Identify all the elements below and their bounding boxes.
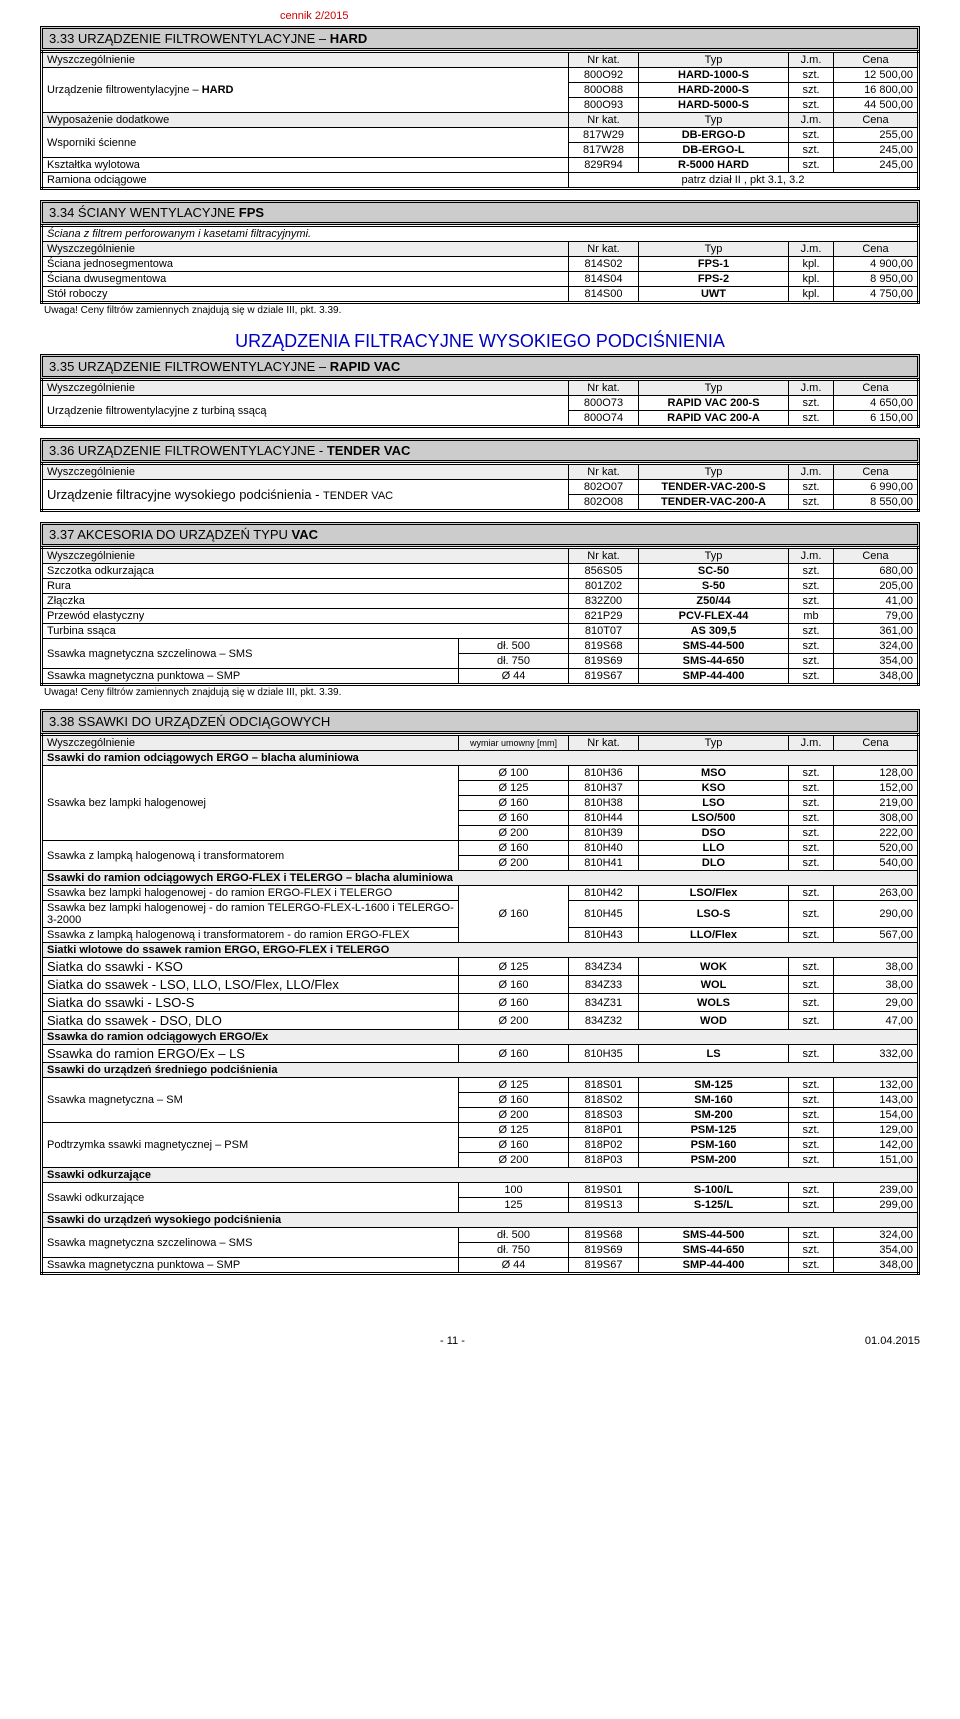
table-334: Ściana z filtrem perforowanym i kasetami… xyxy=(40,224,920,304)
section-333: 3.33 URZĄDZENIE FILTROWENTYLACYJNE – HAR… xyxy=(40,26,920,190)
col-wysz: Wyszczególnienie xyxy=(42,52,569,68)
col-jm: J.m. xyxy=(789,52,834,68)
section-334: 3.34 ŚCIANY WENTYLACYJNE FPS Ściana z fi… xyxy=(40,200,920,317)
page-footer: - 11 - 01.04.2015 xyxy=(0,1315,960,1357)
section-335: 3.35 URZĄDZENIE FILTROWENTYLACYJNE – RAP… xyxy=(40,354,920,428)
col-nrkat: Nr kat. xyxy=(569,52,639,68)
big-title: URZĄDZENIA FILTRACYJNE WYSOKIEGO PODCIŚN… xyxy=(40,327,920,354)
row-desc: Urządzenie filtrowentylacyjne – HARD xyxy=(42,68,569,113)
table-333: Wyszczególnienie Nr kat. Typ J.m. Cena U… xyxy=(40,50,920,190)
footnote-334: Uwaga! Ceny filtrów zamiennych znajdują … xyxy=(40,304,920,317)
top-label: cennik 2/2015 xyxy=(280,10,920,22)
sec-333-title: 3.33 URZĄDZENIE FILTROWENTYLACYJNE – HAR… xyxy=(40,26,920,51)
col-cena: Cena xyxy=(834,52,919,68)
sec-333-title-pre: 3.33 URZĄDZENIE FILTROWENTYLACYJNE – xyxy=(49,31,330,46)
sec-333-title-bold: HARD xyxy=(330,31,368,46)
col-wyposaz: Wyposażenie dodatkowe xyxy=(42,113,569,128)
sec-334-title: 3.34 ŚCIANY WENTYLACYJNE FPS xyxy=(40,200,920,225)
section-336: 3.36 URZĄDZENIE FILTROWENTYLACYJNE - TEN… xyxy=(40,438,920,512)
section-338: 3.38 SSAWKI DO URZĄDZEŃ ODCIĄGOWYCH Wysz… xyxy=(40,709,920,1275)
page-number: - 11 - xyxy=(440,1335,465,1347)
page-date: 01.04.2015 xyxy=(865,1335,920,1347)
col-typ: Typ xyxy=(639,52,789,68)
section-337: 3.37 AKCESORIA DO URZĄDZEŃ TYPU VAC Wysz… xyxy=(40,522,920,699)
